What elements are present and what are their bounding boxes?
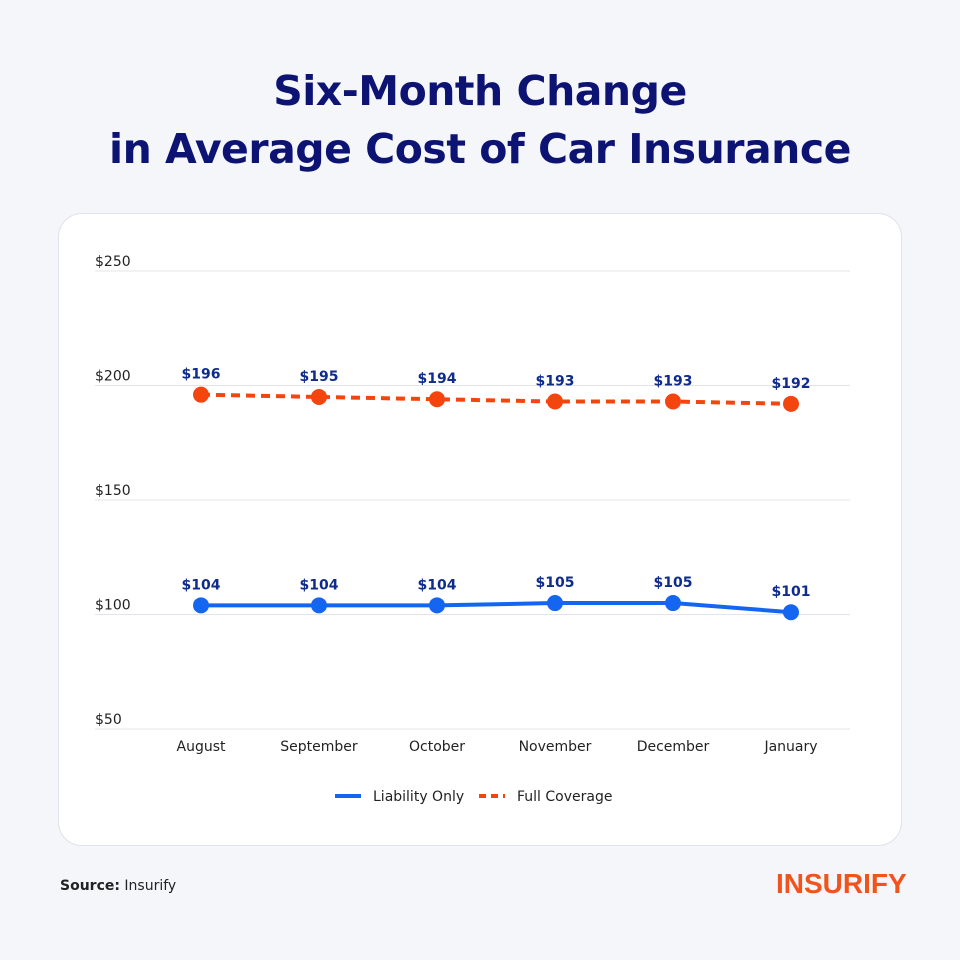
title-line-2: in Average Cost of Car Insurance: [109, 125, 851, 173]
data-point: [429, 597, 445, 614]
x-tick-label: September: [280, 739, 358, 755]
data-point: [783, 395, 799, 412]
chart-title: Six-Month Change in Average Cost of Car …: [0, 62, 960, 178]
data-label: $105: [536, 575, 575, 591]
data-label: $192: [772, 376, 811, 392]
y-tick-label: $200: [95, 369, 131, 385]
data-label: $196: [182, 367, 221, 383]
series-line-full-coverage: [200, 392, 792, 406]
data-point: [665, 595, 681, 612]
x-tick-label: January: [763, 739, 817, 755]
data-point: [547, 393, 563, 410]
x-tick-label: November: [519, 739, 592, 755]
data-label: $101: [772, 584, 811, 600]
data-label: $193: [654, 374, 693, 390]
data-point: [665, 393, 681, 410]
data-point: [783, 604, 799, 621]
data-label: $194: [418, 371, 457, 387]
x-tick-label: October: [409, 739, 465, 755]
x-tick-label: August: [177, 739, 227, 755]
data-point: [429, 391, 445, 408]
data-label: $193: [536, 374, 575, 390]
data-label: $104: [300, 577, 339, 593]
data-point: [193, 597, 209, 614]
legend-label: Liability Only: [373, 789, 464, 805]
data-label: $104: [418, 577, 457, 593]
legend-label: Full Coverage: [517, 789, 612, 805]
y-tick-label: $150: [95, 483, 131, 499]
series-line-liability-only: [201, 601, 792, 615]
data-label: $104: [182, 577, 221, 593]
source-note: Source: Insurify: [60, 878, 176, 894]
data-label: $105: [654, 575, 693, 591]
title-line-1: Six-Month Change: [273, 67, 687, 115]
y-tick-label: $100: [95, 598, 131, 614]
data-point: [311, 597, 327, 614]
insurify-logo: INSURIFY: [776, 868, 907, 899]
y-tick-label: $50: [95, 712, 122, 728]
data-label: $195: [300, 369, 339, 385]
source-label: Source:: [60, 878, 120, 894]
data-point: [547, 595, 563, 612]
data-point: [193, 386, 209, 403]
source-value: Insurify: [124, 878, 177, 894]
x-tick-label: December: [637, 739, 710, 755]
y-tick-label: $250: [95, 254, 131, 270]
chart-card: [58, 213, 902, 846]
data-point: [311, 388, 327, 405]
